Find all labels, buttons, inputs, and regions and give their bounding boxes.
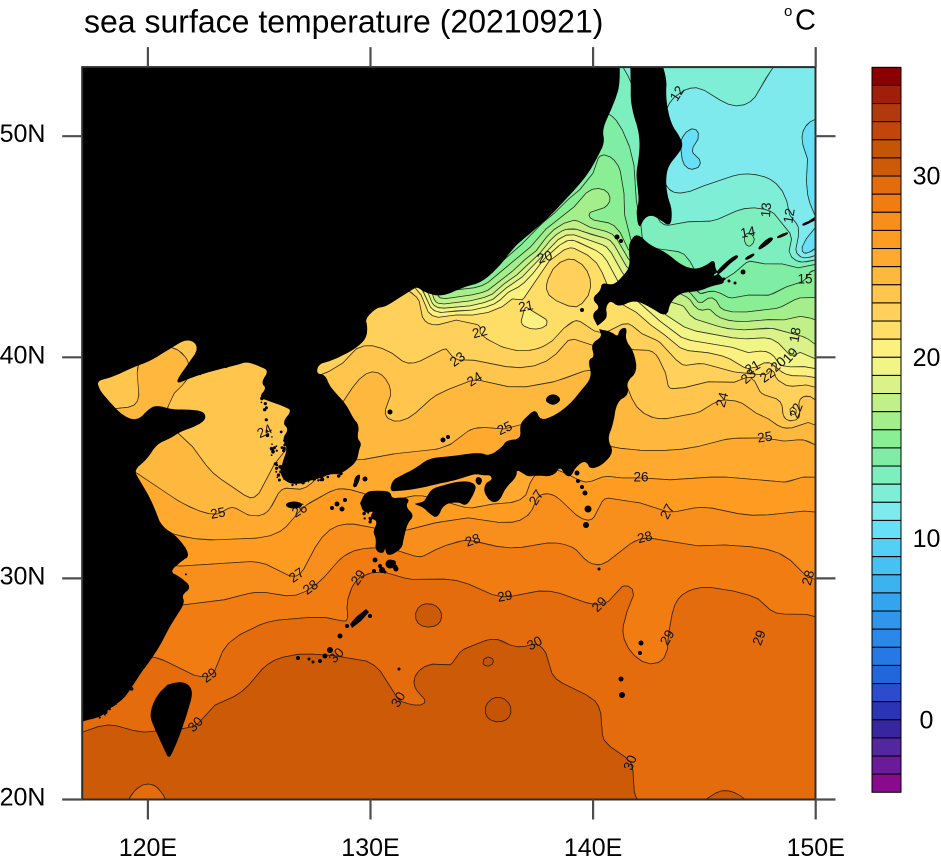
svg-text:23: 23 (447, 349, 468, 370)
svg-text:28: 28 (799, 569, 817, 587)
svg-text:22: 22 (471, 323, 489, 341)
svg-text:40N: 40N (0, 341, 46, 369)
svg-text:25: 25 (756, 429, 773, 446)
svg-text:29: 29 (657, 627, 678, 648)
svg-text:30: 30 (621, 753, 640, 772)
svg-text:26: 26 (633, 470, 648, 485)
svg-text:24: 24 (464, 369, 485, 390)
svg-text:30: 30 (388, 689, 409, 710)
svg-text:20N: 20N (0, 784, 46, 812)
svg-text:30: 30 (524, 633, 544, 653)
svg-text:20: 20 (768, 354, 789, 375)
svg-text:28: 28 (300, 577, 321, 598)
svg-text:150E: 150E (787, 834, 845, 858)
svg-text:25: 25 (495, 418, 515, 438)
svg-text:25: 25 (209, 504, 226, 521)
svg-text:19: 19 (780, 345, 801, 366)
svg-text:20: 20 (913, 344, 941, 372)
svg-text:120E: 120E (119, 834, 177, 858)
svg-text:130E: 130E (341, 834, 399, 858)
svg-text:30N: 30N (0, 562, 46, 590)
svg-text:29: 29 (750, 628, 769, 647)
svg-text:C: C (795, 5, 816, 37)
svg-text:12: 12 (667, 83, 688, 104)
svg-text:15: 15 (797, 272, 812, 287)
svg-text:21: 21 (517, 297, 534, 314)
svg-text:50N: 50N (0, 120, 46, 148)
svg-text:22: 22 (787, 401, 806, 420)
svg-text:27: 27 (526, 487, 547, 508)
svg-text:o: o (784, 3, 792, 20)
svg-text:10: 10 (913, 525, 941, 553)
svg-text:24: 24 (713, 390, 732, 409)
svg-text:sea surface temperature (20210: sea surface temperature (20210921) (84, 4, 603, 40)
svg-text:28: 28 (463, 531, 482, 550)
svg-text:0: 0 (920, 706, 934, 734)
svg-text:28: 28 (636, 528, 654, 546)
svg-text:13: 13 (758, 202, 774, 218)
svg-text:24: 24 (255, 421, 275, 441)
svg-text:22: 22 (757, 365, 778, 386)
svg-text:26: 26 (289, 500, 310, 521)
svg-text:14: 14 (739, 223, 757, 240)
svg-text:21: 21 (742, 357, 763, 378)
svg-text:29: 29 (199, 665, 220, 686)
svg-text:12: 12 (780, 207, 797, 224)
svg-text:140E: 140E (564, 834, 622, 858)
svg-text:23: 23 (738, 366, 759, 387)
svg-text:27: 27 (657, 501, 677, 521)
svg-text:20: 20 (535, 248, 554, 267)
svg-text:29: 29 (496, 587, 513, 604)
svg-text:27: 27 (286, 565, 307, 586)
svg-text:30: 30 (913, 163, 941, 191)
svg-text:29: 29 (348, 567, 369, 588)
svg-text:18: 18 (786, 326, 803, 343)
